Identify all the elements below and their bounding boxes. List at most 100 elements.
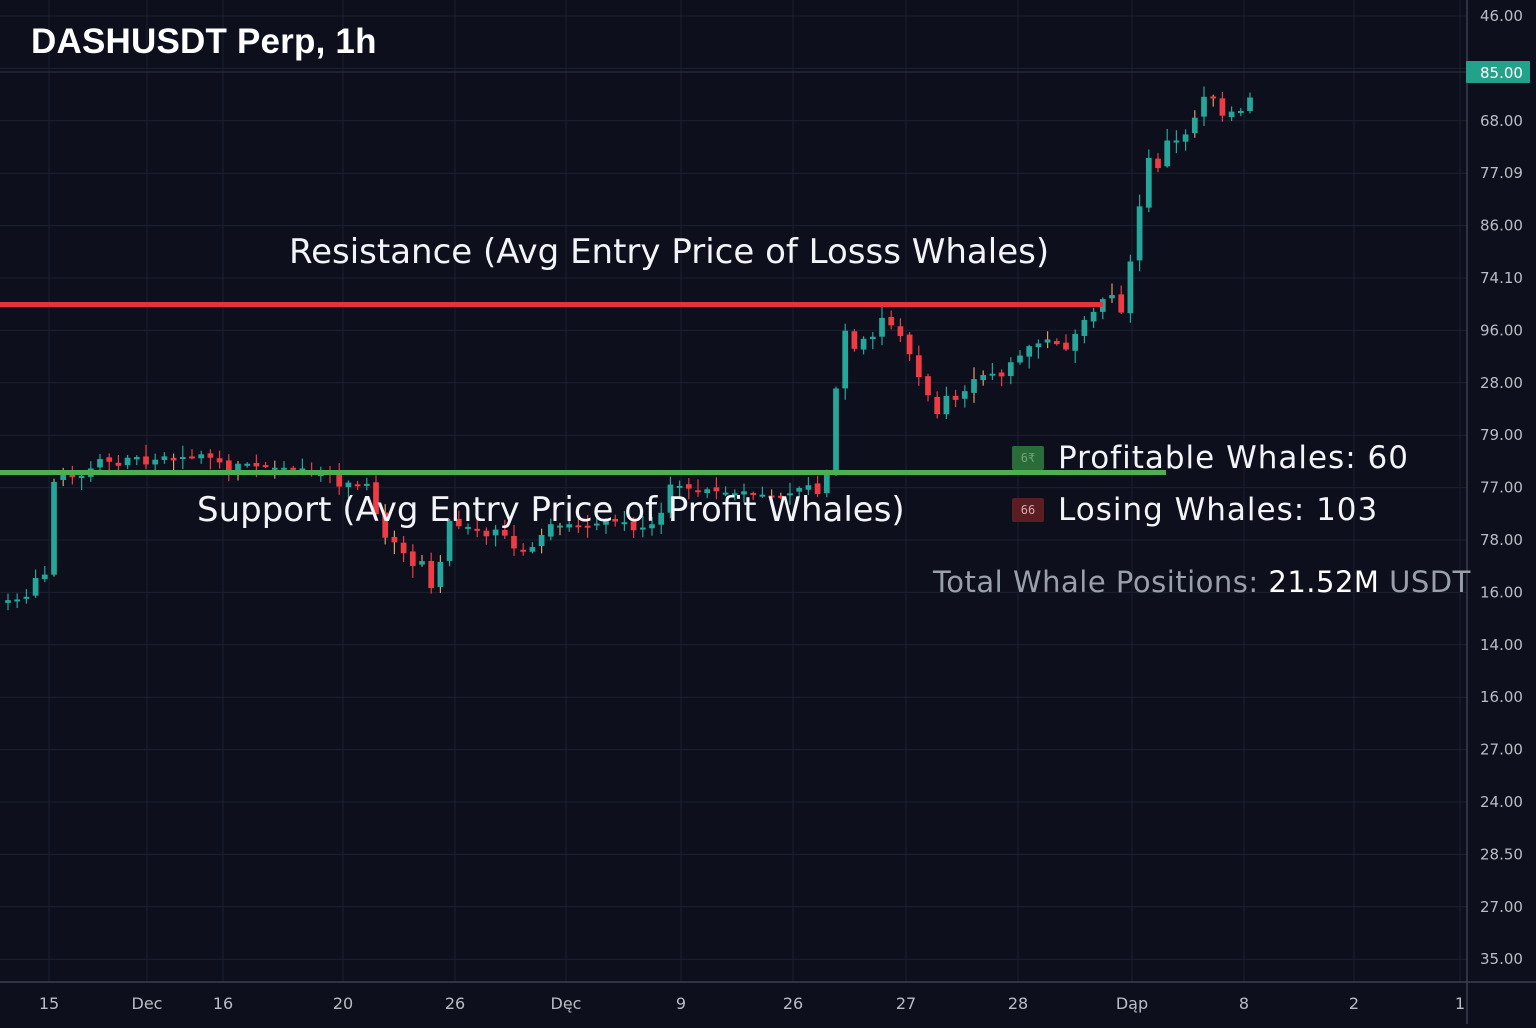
candle-body — [391, 536, 398, 543]
candle-body — [915, 355, 922, 378]
candle-body — [1145, 157, 1152, 208]
candle-body — [189, 456, 195, 459]
candle-body — [1237, 110, 1244, 113]
x-tick-label: 28 — [1008, 994, 1028, 1013]
candle-body — [759, 494, 766, 497]
x-tick-label: 16 — [213, 994, 233, 1013]
candle-body — [584, 525, 591, 528]
candle-body — [455, 518, 462, 527]
candle-body — [888, 316, 895, 326]
candle-body — [842, 330, 849, 389]
total-positions-unit: USDT — [1389, 565, 1471, 599]
candle-body — [483, 530, 490, 537]
candle-body — [1044, 339, 1051, 343]
total-positions-prefix: Total Whale Positions: — [933, 565, 1259, 599]
candle-body — [1090, 311, 1097, 322]
levels — [0, 71, 1467, 475]
candle-body — [989, 373, 996, 376]
candle-body — [768, 495, 775, 498]
candle-body — [281, 467, 287, 470]
candle-body — [235, 463, 241, 471]
y-tick-label: 27.00 — [1480, 898, 1523, 916]
candle-body — [78, 475, 85, 479]
candle-body — [400, 542, 407, 554]
y-tick-label: 46.00 — [1480, 7, 1523, 25]
candle-body — [925, 376, 931, 396]
candle-body — [244, 463, 251, 466]
y-tick-label: 35.00 — [1480, 950, 1523, 968]
candle-body — [851, 331, 858, 349]
candle-body — [23, 596, 30, 599]
candle-body — [133, 457, 140, 460]
candle-body — [547, 524, 554, 537]
legend-losing: 66 Losing Whales: 103 — [1012, 492, 1378, 528]
candle-body — [253, 462, 260, 467]
candle-body — [603, 520, 609, 525]
candle-body — [1136, 206, 1143, 261]
candle-body — [869, 336, 876, 340]
candle-body — [704, 489, 711, 494]
candle-body — [170, 457, 177, 461]
candle-body — [538, 534, 545, 547]
candle-body — [5, 600, 11, 603]
candle-body — [649, 524, 655, 529]
total-positions-value: 21.52M — [1268, 565, 1380, 599]
candle-body — [32, 577, 39, 596]
candle-body — [722, 492, 729, 495]
candle-body — [823, 471, 830, 494]
candle-body — [621, 522, 628, 525]
candle-body — [143, 456, 149, 465]
x-tick-label: 9 — [676, 994, 686, 1013]
candle-body — [1109, 295, 1115, 299]
candle-body — [198, 454, 205, 459]
candle-body — [971, 379, 977, 393]
candle-body — [814, 483, 821, 494]
candle-body — [777, 495, 784, 498]
candle-body — [741, 491, 747, 495]
candle-body — [1072, 334, 1079, 351]
candle-body — [879, 317, 885, 337]
candle-body — [906, 334, 913, 355]
candle-body — [860, 338, 867, 350]
candle-body — [124, 457, 131, 466]
total-whale-positions: Total Whale Positions: 21.52M USDT — [933, 565, 1471, 599]
candle-body — [501, 530, 508, 536]
candle-body — [1063, 342, 1069, 350]
candle-body — [695, 490, 701, 493]
candle-body — [345, 482, 352, 488]
candles — [5, 86, 1253, 611]
grid — [0, 0, 1467, 982]
x-tick-label: 15 — [39, 994, 59, 1013]
candle-body — [1228, 111, 1235, 118]
candle-body — [998, 372, 1005, 377]
y-tick-label: 77.09 — [1480, 164, 1523, 182]
candle-body — [492, 529, 499, 536]
candle-body — [1081, 319, 1088, 336]
y-tick-label: 68.00 — [1480, 112, 1523, 130]
y-tick-label: 79.00 — [1480, 426, 1523, 444]
x-tick-label: 26 — [783, 994, 803, 1013]
candle-body — [207, 453, 214, 458]
candle-body — [685, 484, 692, 489]
current-price-label: 85.00 — [1480, 64, 1523, 82]
candle-body — [630, 521, 637, 531]
y-tick-label: 96.00 — [1480, 321, 1523, 339]
profitable-whales-label: Profitable Whales: 60 — [1058, 440, 1409, 476]
candle-body — [520, 549, 527, 552]
candle-body — [363, 483, 370, 486]
candle-body — [14, 599, 21, 602]
y-tick-label: 24.00 — [1480, 793, 1523, 811]
y-tick-label: 86.00 — [1480, 217, 1523, 235]
candle-body — [566, 524, 573, 528]
candle-body — [179, 457, 186, 460]
candle-body — [612, 518, 619, 522]
resistance-label: Resistance (Avg Entry Price of Losss Wha… — [289, 232, 1050, 272]
y-tick-label: 74.10 — [1480, 269, 1523, 287]
candle-body — [1017, 355, 1023, 363]
y-tick-label: 78.00 — [1480, 531, 1523, 549]
candle-body — [465, 526, 471, 529]
candle-body — [152, 459, 159, 465]
candle-body — [354, 484, 361, 487]
